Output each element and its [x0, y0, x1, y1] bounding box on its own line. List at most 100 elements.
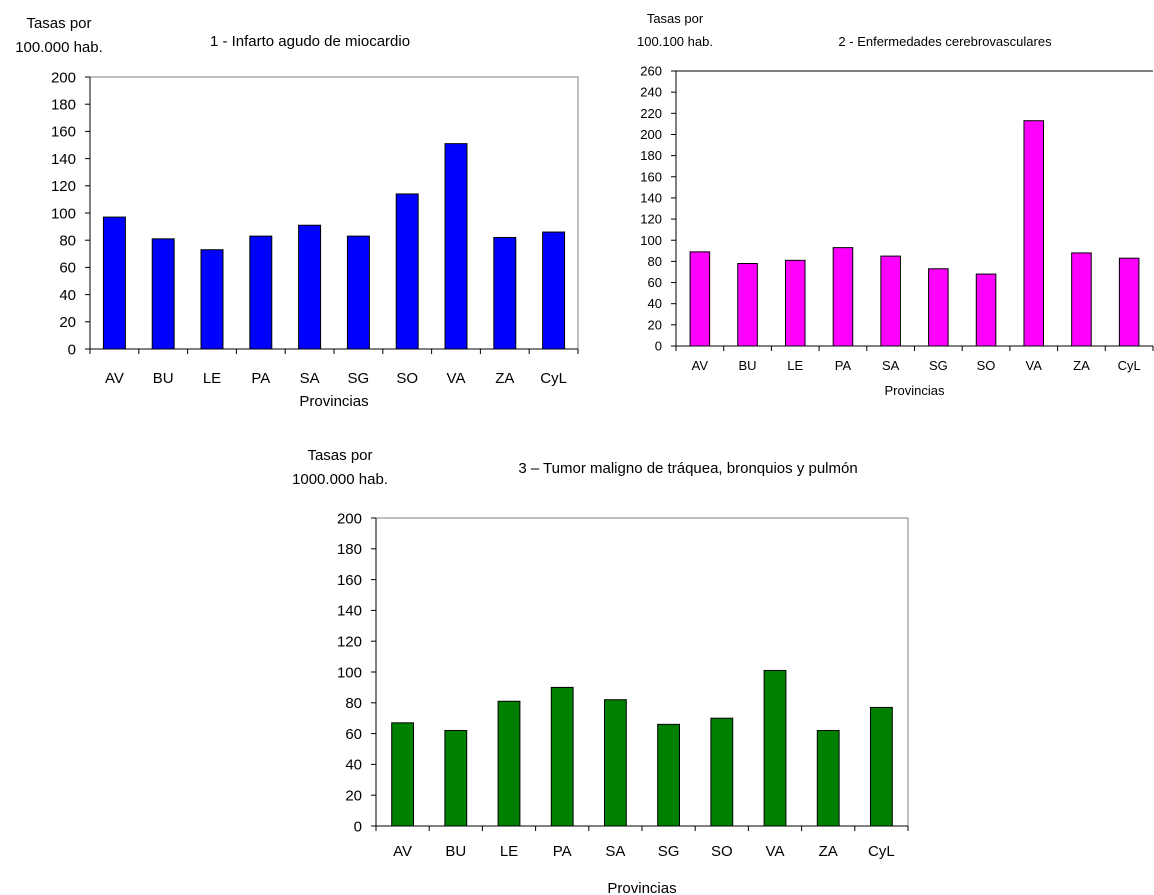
x-axis-label: Provincias — [299, 393, 368, 410]
bar-LE — [784, 259, 806, 347]
y-tick-label: 40 — [345, 757, 362, 774]
y-tick-label: 140 — [337, 603, 362, 620]
y-tick-label: 180 — [51, 96, 76, 113]
y-tick-label: 160 — [51, 124, 76, 141]
x-tick-label: CyL — [540, 370, 567, 387]
bar-AV — [391, 722, 415, 827]
bar-LE — [497, 700, 521, 827]
bar-AV — [102, 216, 126, 350]
bar-BU — [151, 238, 175, 350]
y-tick-label: 200 — [51, 69, 76, 86]
bar-BU — [444, 730, 468, 827]
chart-title: 1 - Infarto agudo de miocardio — [210, 33, 410, 50]
x-tick-label: BU — [739, 358, 757, 373]
y-tick-label: 20 — [345, 787, 362, 804]
x-tick-label: AV — [692, 358, 709, 373]
x-tick-label: SG — [348, 370, 370, 387]
x-tick-label: CyL — [868, 843, 895, 860]
y-tick-label: 180 — [640, 148, 662, 163]
chart-title: 3 – Tumor maligno de tráquea, bronquios … — [518, 460, 857, 477]
bar-SG — [928, 268, 949, 347]
y-axis-label-line2: 100.100 hab. — [637, 34, 713, 49]
x-tick-label: LE — [787, 358, 803, 373]
y-axis-label-line1: Tasas por — [26, 15, 91, 32]
bar-SA — [298, 224, 322, 350]
bar-PA — [249, 235, 273, 350]
bar-CyL — [869, 706, 893, 827]
x-tick-label: SO — [977, 358, 996, 373]
bar-SG — [657, 723, 681, 827]
x-tick-label: BU — [445, 843, 466, 860]
bar-VA — [444, 143, 468, 350]
y-tick-label: 120 — [640, 212, 662, 227]
bar-SA — [603, 699, 627, 827]
chart-title: 2 - Enfermedades cerebrovasculares — [838, 34, 1052, 49]
x-tick-label: PA — [835, 358, 852, 373]
y-tick-label: 0 — [68, 341, 76, 358]
x-axis-label: Provincias — [607, 880, 676, 895]
x-tick-label: SA — [882, 358, 900, 373]
y-tick-label: 100 — [337, 664, 362, 681]
y-tick-label: 120 — [337, 633, 362, 650]
y-tick-label: 100 — [640, 233, 662, 248]
bar-ZA — [493, 236, 517, 350]
y-tick-label: 160 — [337, 572, 362, 589]
y-tick-label: 180 — [337, 541, 362, 558]
y-tick-label: 40 — [648, 296, 662, 311]
y-tick-label: 160 — [640, 169, 662, 184]
x-tick-label: AV — [105, 370, 124, 387]
bar-VA — [1023, 120, 1045, 347]
y-tick-label: 20 — [648, 317, 662, 332]
x-tick-label: PA — [251, 370, 270, 387]
x-tick-label: SG — [658, 843, 680, 860]
bar-BU — [737, 263, 758, 347]
y-tick-label: 200 — [640, 127, 662, 142]
x-tick-label: ZA — [495, 370, 514, 387]
y-tick-label: 200 — [337, 510, 362, 527]
bar-CyL — [542, 231, 566, 350]
chart-1: 1 - Infarto agudo de miocardio Tasas por 1… — [15, 15, 579, 410]
y-axis-label-line1: Tasas por — [307, 447, 372, 464]
bar-SO — [395, 193, 419, 350]
y-axis-label-line2: 1000.000 hab. — [292, 471, 388, 488]
y-tick-label: 60 — [345, 726, 362, 743]
x-tick-label: BU — [153, 370, 174, 387]
bar-PA — [832, 247, 854, 347]
x-tick-label: VA — [447, 370, 466, 387]
x-tick-label: SA — [300, 370, 320, 387]
y-tick-label: 40 — [59, 287, 76, 304]
y-tick-label: 60 — [648, 275, 662, 290]
y-tick-label: 240 — [640, 85, 662, 100]
y-tick-label: 80 — [648, 254, 662, 269]
x-tick-label: CyL — [1118, 358, 1141, 373]
y-tick-label: 80 — [59, 232, 76, 249]
x-tick-label: VA — [766, 843, 785, 860]
chart-2: 2 - Enfermedades cerebrovasculares Tasas … — [637, 11, 1154, 398]
x-tick-label: AV — [393, 843, 412, 860]
x-tick-label: PA — [553, 843, 572, 860]
y-tick-label: 0 — [655, 339, 662, 354]
y-tick-label: 20 — [59, 314, 76, 331]
y-tick-label: 140 — [51, 151, 76, 168]
bar-VA — [763, 669, 787, 827]
x-axis-label: Provincias — [885, 383, 945, 398]
bar-SG — [346, 235, 370, 350]
bar-SO — [710, 717, 734, 827]
chart-3: 3 – Tumor maligno de tráquea, bronquios … — [292, 447, 909, 895]
x-tick-label: LE — [203, 370, 221, 387]
y-tick-label: 80 — [345, 695, 362, 712]
x-tick-label: ZA — [1073, 358, 1090, 373]
x-tick-label: ZA — [819, 843, 838, 860]
x-tick-label: VA — [1026, 358, 1043, 373]
x-tick-label: SA — [605, 843, 625, 860]
bar-PA — [550, 686, 574, 827]
x-tick-label: SG — [929, 358, 948, 373]
bar-SO — [975, 273, 997, 347]
x-tick-label: LE — [500, 843, 518, 860]
y-axis-label-line2: 100.000 hab. — [15, 39, 103, 56]
bar-AV — [689, 251, 711, 347]
bar-CyL — [1118, 257, 1140, 347]
y-axis-label-line1: Tasas por — [647, 11, 704, 26]
x-tick-label: SO — [711, 843, 733, 860]
